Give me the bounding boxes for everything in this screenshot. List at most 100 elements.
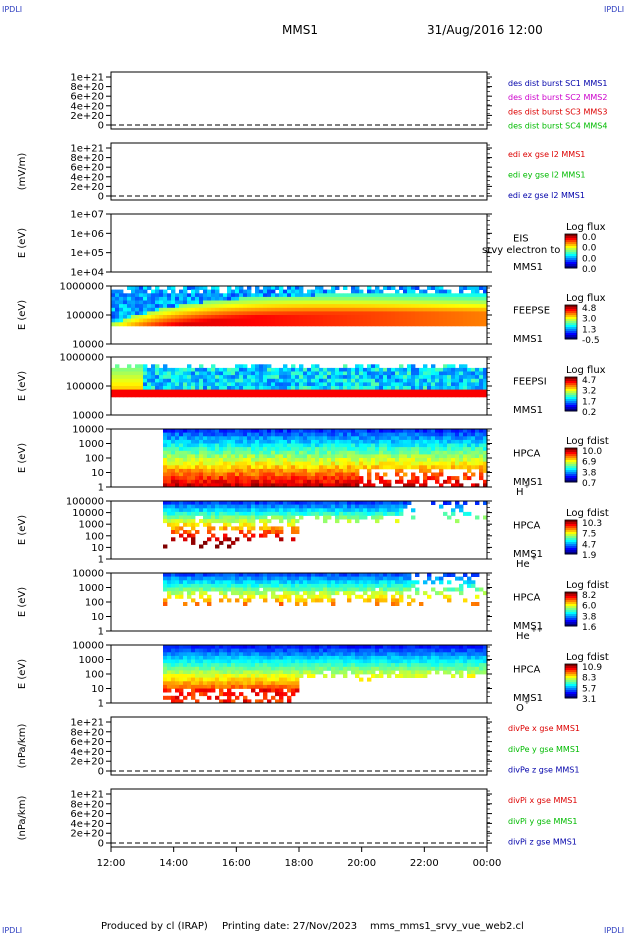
spectrogram-cell [271,670,275,674]
spectrogram-cell [395,379,399,383]
spectrogram-cell [267,580,271,584]
spectrogram-cell [319,501,323,505]
spectrogram-cell [451,304,455,308]
spectrogram-cell [279,372,283,376]
spectrogram-cell [363,440,367,444]
spectrogram-cell [235,674,239,678]
spectrogram-cell [379,436,383,440]
spectrogram-cell [411,390,415,394]
spectrogram-cell [415,286,419,290]
spectrogram-cell [223,652,227,656]
spectrogram-cell [219,382,223,386]
spectrogram-cell [299,379,303,383]
spectrogram-cell [275,462,279,466]
spectrogram-cell [163,667,167,671]
spectrogram-cell [347,580,351,584]
spectrogram-cell [227,660,231,664]
spectrogram-cell [163,447,167,451]
spectrogram-cell [211,588,215,592]
spectrogram-cell [307,573,311,577]
spectrogram-cell [379,591,383,595]
spectrogram-cell [271,505,275,509]
spectrogram-cell [211,290,215,294]
spectrogram-cell [259,512,263,516]
spectrogram-cell [403,580,407,584]
spectrogram-cell [403,379,407,383]
spectrogram-cell [435,433,439,437]
spectrogram-cell [339,315,343,319]
spectrogram-cell [451,368,455,372]
spectrogram-cell [419,308,423,312]
spectrogram-cell [395,473,399,477]
spectrogram-cell [163,364,167,368]
spectrogram-cell [287,372,291,376]
spectrogram-cell [339,667,343,671]
spectrogram-cell [167,652,171,656]
spectrogram-cell [235,382,239,386]
spectrogram-cell [199,315,203,319]
spectrogram-cell [463,433,467,437]
spectrogram-cell [307,304,311,308]
spectrogram-cell [131,297,135,301]
spectrogram-cell [159,297,163,301]
spectrogram-cell [255,447,259,451]
spectrogram-cell [311,580,315,584]
spectrogram-cell [311,505,315,509]
spectrogram-cell [111,319,115,323]
spectrogram-cell [439,454,443,458]
spectrogram-cell [331,382,335,386]
yaxis-label: E (eV) [17,371,28,401]
spectrogram-cell [383,308,387,312]
spectrogram-cell [363,508,367,512]
spectrogram-cell [283,429,287,433]
spectrogram-cell [347,584,351,588]
spectrogram-cell [479,465,483,469]
spectrogram-cell [219,393,223,397]
spectrogram-cell [227,580,231,584]
spectrogram-cell [311,433,315,437]
spectrogram-cell [195,573,199,577]
spectrogram-cell [367,595,371,599]
spectrogram-cell [271,375,275,379]
spectrogram-cell [355,286,359,290]
spectrogram-cell [275,501,279,505]
spectrogram-cell [327,451,331,455]
spectrogram-cell [339,382,343,386]
spectrogram-cell [267,297,271,301]
spectrogram-cell [427,375,431,379]
spectrogram-cell [471,440,475,444]
spectrogram-cell [263,454,267,458]
spectrogram-cell [243,290,247,294]
spectrogram-cell [211,473,215,477]
spectrogram-cell [303,660,307,664]
spectrogram-cell [255,322,259,326]
spectrogram-cell [311,508,315,512]
spectrogram-cell [299,286,303,290]
spectrogram-cell [459,584,463,588]
spectrogram-cell [183,519,187,523]
spectrogram-cell [187,372,191,376]
spectrogram-cell [427,436,431,440]
spectrogram-cell [447,297,451,301]
spectrogram-cell [223,447,227,451]
spectrogram-cell [267,649,271,653]
spectrogram-cell [331,577,335,581]
spectrogram-cell [151,372,155,376]
spectrogram-cell [391,512,395,516]
spectrogram-cell [163,512,167,516]
spectrogram-cell [279,681,283,685]
species-label: He [516,559,530,570]
spectrogram-cell [175,436,179,440]
spectrogram-cell [311,393,315,397]
spectrogram-cell [299,440,303,444]
spectrogram-cell [351,458,355,462]
spectrogram-cell [267,681,271,685]
spectrogram-cell [455,393,459,397]
spectrogram-cell [163,429,167,433]
spectrogram-cell [279,508,283,512]
spectrogram-cell [271,595,275,599]
spectrogram-cell [451,476,455,480]
spectrogram-cell [431,382,435,386]
spectrogram-cell [315,667,319,671]
spectrogram-cell [211,364,215,368]
